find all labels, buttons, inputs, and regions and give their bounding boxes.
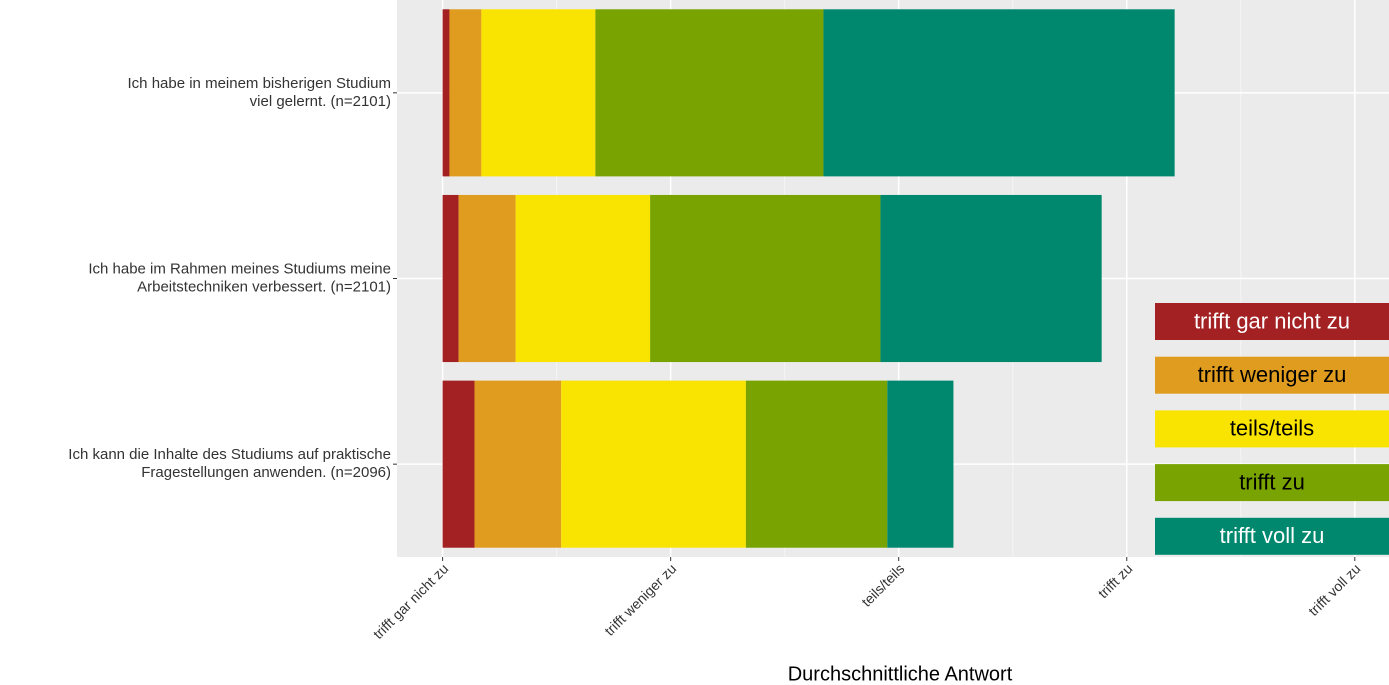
y-tick-label: Ich habe in meinem bisherigen Studium vie… <box>128 75 391 110</box>
legend-label: trifft voll zu <box>1220 523 1325 548</box>
y-tick-label: Ich habe im Rahmen meines Studiums meine… <box>88 260 391 295</box>
legend-swatch <box>1155 356 1389 394</box>
x-tick-label: teils/teils <box>858 560 907 609</box>
legend-swatch <box>1155 410 1389 448</box>
legend-label: trifft zu <box>1239 469 1305 494</box>
bar-segment <box>823 9 1175 177</box>
bar-segment <box>474 380 562 548</box>
bar-segment <box>595 9 824 177</box>
x-tick-label: trifft zu <box>1095 560 1136 601</box>
bar-segment <box>561 380 746 548</box>
x-tick-label: trifft weniger zu <box>601 560 679 638</box>
x-axis-title: Durchschnittliche Antwort <box>788 663 1013 685</box>
bar-segment <box>515 194 651 363</box>
y-tick-label: Ich kann die Inhalte des Studiums auf pr… <box>68 446 391 481</box>
legend-swatch <box>1155 517 1389 555</box>
bar-segment <box>442 9 450 177</box>
bar-segment <box>442 380 475 548</box>
legend-swatch <box>1155 303 1389 340</box>
bar-segment <box>650 194 881 363</box>
bar-segment <box>887 380 954 548</box>
bar-segment <box>745 380 888 548</box>
legend-label: trifft gar nicht zu <box>1194 308 1350 333</box>
bar-segment <box>442 194 459 363</box>
x-tick-label: trifft voll zu <box>1305 560 1363 618</box>
bar-segment <box>449 9 482 177</box>
legend-swatch <box>1155 464 1389 502</box>
x-tick-label: trifft gar nicht zu <box>370 560 452 642</box>
bar-segment <box>458 194 516 363</box>
legend-label: teils/teils <box>1230 416 1314 441</box>
bar-segment <box>880 194 1102 363</box>
legend-label: trifft weniger zu <box>1198 362 1347 387</box>
bar-segment <box>481 9 596 177</box>
